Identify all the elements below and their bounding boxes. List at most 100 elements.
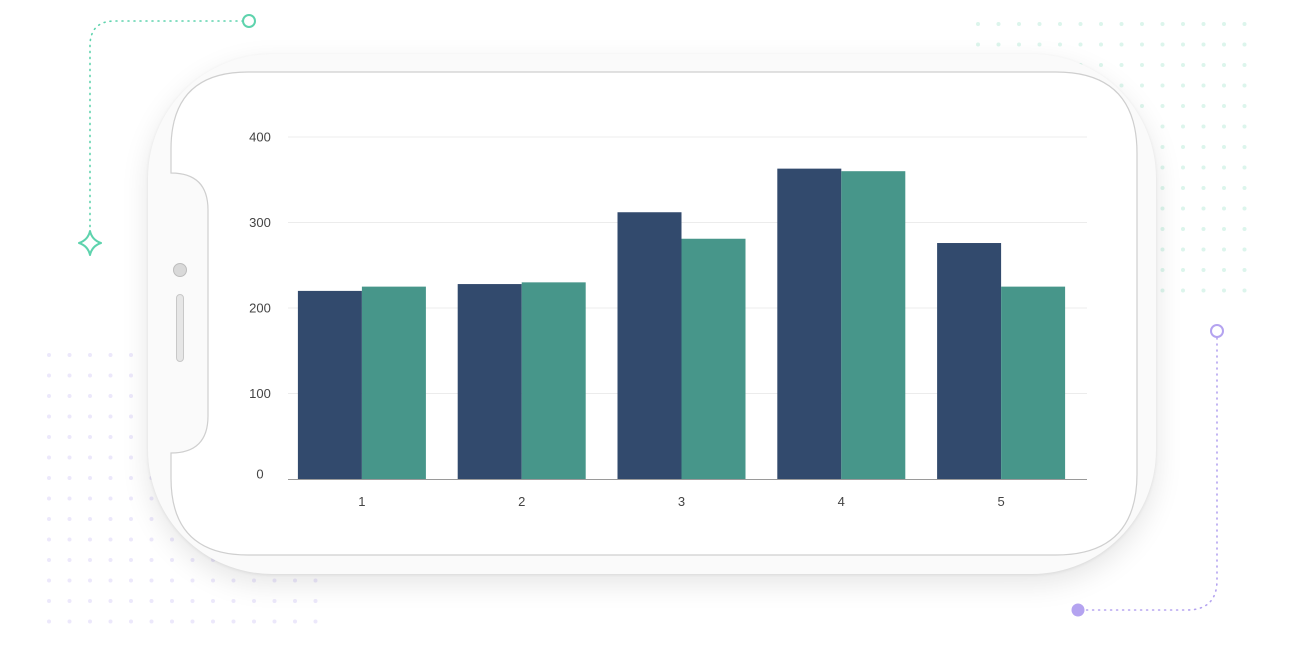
dot [1181,247,1185,252]
y-tick-label: 300 [249,215,271,230]
dot [47,455,51,460]
dot [1181,104,1185,108]
dot [1242,63,1247,67]
dot [1222,42,1226,47]
dot [1160,124,1165,129]
dot [1119,63,1124,67]
y-tick-label: 400 [249,129,271,144]
dot [1160,288,1165,293]
dot [149,599,154,603]
dot [1160,63,1165,67]
dot [1222,124,1226,129]
dot [67,496,72,501]
dot [67,353,72,357]
dot [88,578,92,583]
dot [1222,83,1226,88]
dot [149,537,154,542]
dot [88,599,92,603]
dot [1222,206,1226,211]
dot [996,42,1001,47]
dot [1017,22,1021,26]
dot [1201,186,1206,190]
dot [1140,104,1144,108]
dotted-connector-left [89,20,244,233]
dot [129,496,133,501]
dot [1037,42,1042,47]
dot [1160,22,1165,26]
dot [67,394,72,398]
dot [1181,145,1185,149]
dot [88,435,92,439]
dot [47,517,51,521]
bar-series-2-cat-1 [361,286,426,479]
dot [1181,186,1185,190]
dot [149,619,154,624]
dot [1160,145,1165,149]
dot [1222,104,1226,108]
bar-series-1-cat-1 [297,290,362,479]
dot [1222,63,1226,67]
dot [108,517,113,521]
phone-speaker [176,294,184,362]
dot [190,599,195,603]
dot [108,537,113,542]
x-tick-label: 4 [838,494,845,509]
dot [108,619,113,624]
dot [1242,165,1247,170]
dot [1160,206,1165,211]
dot [1017,42,1021,47]
dot [88,537,92,542]
dot [1160,268,1165,272]
dot [1160,186,1165,190]
dot [47,435,51,439]
dot [1160,227,1165,231]
dot [1201,145,1206,149]
dot [1222,22,1226,26]
x-tick-label: 1 [358,494,365,509]
x-tick-label: 5 [997,494,1004,509]
bar-series-1-cat-4 [777,168,842,479]
dot [47,414,51,419]
dot [190,578,195,583]
dot [67,414,72,419]
dot [170,578,174,583]
dot [170,537,174,542]
dot [1181,268,1185,272]
dot [1242,247,1247,252]
dot [252,599,256,603]
dot [88,455,92,460]
dot [1099,22,1103,26]
dot [129,353,133,357]
dot [252,578,256,583]
dot [211,619,215,624]
dot [108,373,113,378]
dot [1140,42,1144,47]
dot [1119,83,1124,88]
dot [47,353,51,357]
dot [1222,186,1226,190]
dot [1181,63,1185,67]
circle-node-icon [242,14,256,28]
circle-node-icon [1210,324,1224,338]
dot [108,578,113,583]
dot [1160,42,1165,47]
dot [1181,22,1185,26]
dot [108,414,113,419]
dot [1201,104,1206,108]
dot [67,373,72,378]
dot [1181,42,1185,47]
dot [1058,42,1062,47]
dot [108,476,113,480]
dot [1140,22,1144,26]
dot [1242,227,1247,231]
dot [67,435,72,439]
x-tick-label: 3 [678,494,685,509]
dot [231,578,236,583]
dot [1181,227,1185,231]
dot [1160,83,1165,88]
dot [1201,83,1206,88]
bar-series-1-cat-2 [457,284,522,479]
dot [313,578,318,583]
dot [1201,42,1206,47]
dot [108,353,113,357]
